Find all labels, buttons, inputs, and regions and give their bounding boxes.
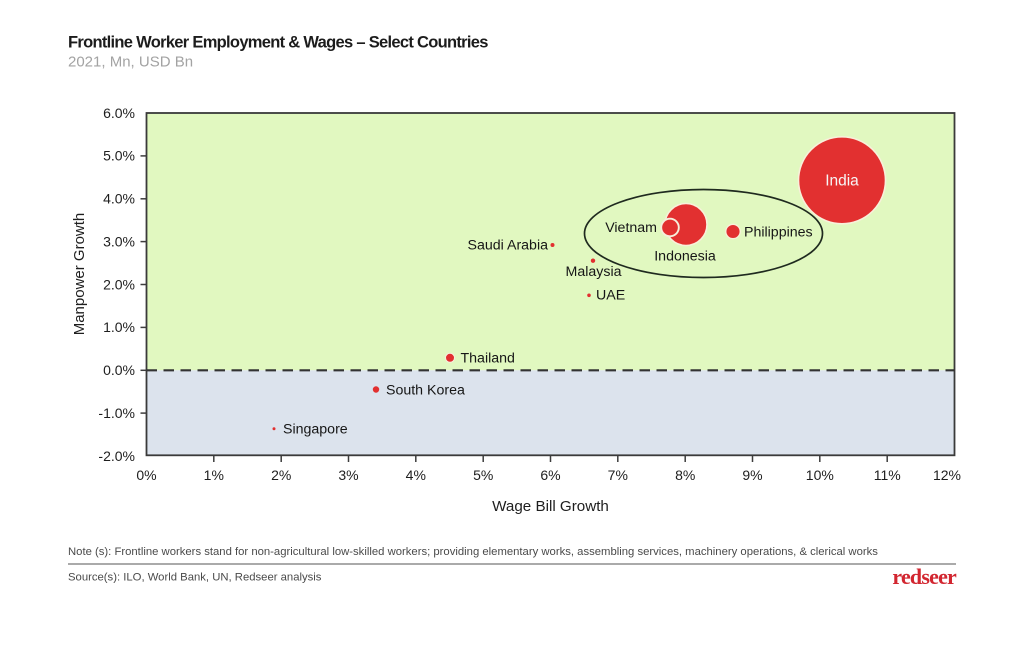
svg-text:7%: 7% [608,467,628,483]
svg-text:11%: 11% [874,467,901,483]
svg-text:2021, Mn, USD Bn: 2021, Mn, USD Bn [68,54,193,71]
svg-text:Philippines: Philippines [744,225,813,241]
svg-text:Wage Bill Growth: Wage Bill Growth [492,498,609,515]
svg-text:3.0%: 3.0% [103,233,135,249]
svg-text:Frontline Worker Employment &: Frontline Worker Employment & Wages – Se… [68,34,488,52]
svg-text:redseer: redseer [892,564,957,589]
svg-text:1%: 1% [204,467,224,483]
svg-text:10%: 10% [806,467,834,483]
svg-text:South Korea: South Korea [386,382,465,398]
svg-text:India: India [825,172,859,189]
svg-text:Source(s): ILO, World Bank, UN: Source(s): ILO, World Bank, UN, Redseer … [68,572,322,584]
svg-text:5%: 5% [473,467,493,483]
svg-text:8%: 8% [675,467,695,483]
svg-text:Manpower Growth: Manpower Growth [71,213,88,336]
svg-text:6.0%: 6.0% [103,105,135,121]
svg-text:0.0%: 0.0% [103,362,135,378]
svg-text:2%: 2% [271,467,291,483]
svg-text:Indonesia: Indonesia [654,248,716,264]
svg-text:Singapore: Singapore [283,422,348,438]
svg-text:-1.0%: -1.0% [98,405,135,421]
svg-text:9%: 9% [742,467,762,483]
svg-text:5.0%: 5.0% [103,148,135,164]
svg-text:6%: 6% [540,467,560,483]
svg-text:3%: 3% [338,467,358,483]
svg-text:Vietnam: Vietnam [605,220,657,236]
svg-text:4%: 4% [406,467,426,483]
svg-text:1.0%: 1.0% [103,319,135,335]
svg-text:0%: 0% [136,467,156,483]
svg-text:-2.0%: -2.0% [98,448,135,464]
svg-text:2.0%: 2.0% [103,276,135,292]
svg-text:12%: 12% [933,467,961,483]
svg-text:UAE: UAE [596,288,625,304]
svg-text:Saudi Arabia: Saudi Arabia [468,238,549,254]
svg-text:Malaysia: Malaysia [566,264,622,280]
svg-text:Note (s): Frontline workers st: Note (s): Frontline workers stand for no… [68,546,878,558]
svg-text:Thailand: Thailand [461,351,515,367]
svg-text:4.0%: 4.0% [103,191,135,207]
